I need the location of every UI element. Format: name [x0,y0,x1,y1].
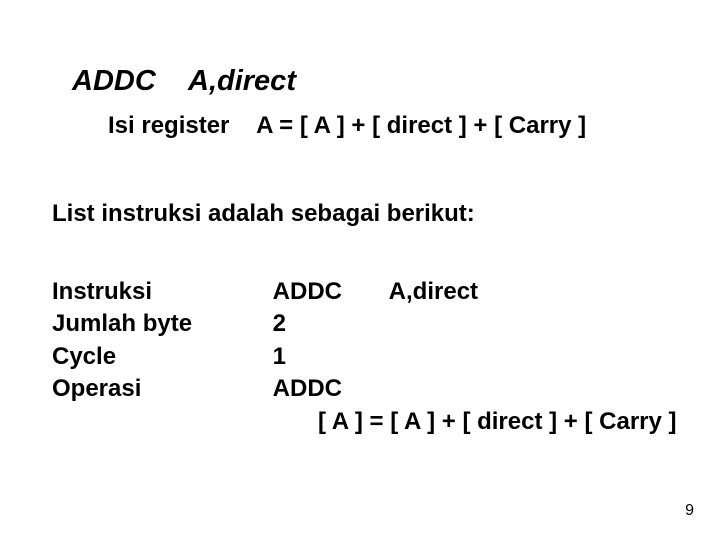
page-number: 9 [685,502,694,520]
detail-value: ADDC [273,373,342,405]
detail-label: Cycle [52,341,266,373]
operation-equation: [ A ] = [ A ] + [ direct ] + [ Carry ] [52,406,720,438]
list-intro: List instruksi adalah sebagai berikut: [0,200,720,228]
detail-value: 1 [273,341,286,373]
detail-label: Jumlah byte [52,308,266,340]
register-description: Isi register A = [ A ] + [ direct ] + [ … [0,112,720,140]
instruction-detail-block: Instruksi ADDC A,direct Jumlah byte 2 Cy… [0,276,720,438]
detail-label: Operasi [52,373,266,405]
detail-row-operasi: Operasi ADDC [52,373,720,405]
detail-value: ADDC A,direct [273,276,478,308]
detail-row-jumlah-byte: Jumlah byte 2 [52,308,720,340]
detail-row-cycle: Cycle 1 [52,341,720,373]
detail-row-instruksi: Instruksi ADDC A,direct [52,276,720,308]
detail-value: 2 [273,308,286,340]
instruction-title: ADDC A,direct [0,65,720,98]
detail-label: Instruksi [52,276,266,308]
